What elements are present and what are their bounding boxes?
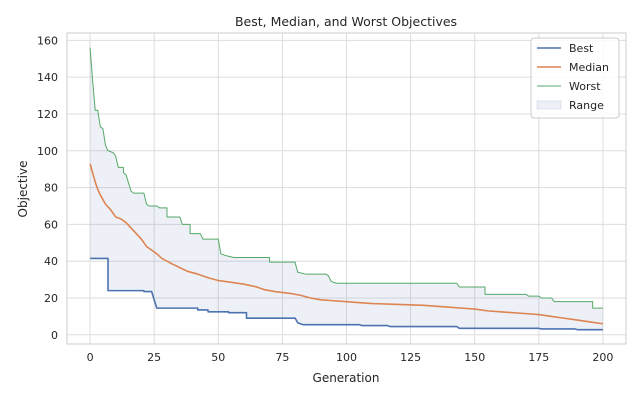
x-tick-labels: 0 25 50 75 100 125 150 175 200 <box>87 351 614 364</box>
x-tick-label: 125 <box>400 351 421 364</box>
legend-label-best: Best <box>569 42 594 55</box>
x-axis-label: Generation <box>313 371 380 385</box>
y-axis-label: Objective <box>16 161 30 218</box>
y-tick-label: 160 <box>37 34 58 47</box>
y-tick-label: 100 <box>37 145 58 158</box>
grid <box>67 33 626 344</box>
series-line-best <box>90 257 603 331</box>
x-tick-label: 75 <box>275 351 289 364</box>
y-tick-label: 80 <box>44 182 58 195</box>
y-tick-label: 60 <box>44 218 58 231</box>
x-tick-label: 100 <box>336 351 357 364</box>
plot-area <box>89 47 604 331</box>
y-tick-label: 140 <box>37 71 58 84</box>
x-tick-label: 200 <box>592 351 613 364</box>
legend: Best Median Worst Range <box>530 37 620 119</box>
x-tick-label: 175 <box>528 351 549 364</box>
series-line-worst <box>89 47 603 309</box>
legend-box <box>530 37 620 119</box>
y-tick-label: 120 <box>37 108 58 121</box>
legend-label-range: Range <box>569 99 604 112</box>
x-tick-label: 25 <box>147 351 161 364</box>
x-tick-label: 150 <box>464 351 485 364</box>
x-tick-label: 0 <box>87 351 94 364</box>
y-tick-label: 20 <box>44 292 58 305</box>
plot-frame <box>66 32 627 345</box>
range-band <box>90 47 603 330</box>
legend-label-median: Median <box>569 61 609 74</box>
legend-swatch-range <box>536 100 562 110</box>
series-line-median <box>89 163 604 325</box>
chart-title: Best, Median, and Worst Objectives <box>235 14 457 29</box>
legend-label-worst: Worst <box>569 80 601 93</box>
y-tick-labels: 0 20 40 60 80 100 120 140 160 <box>37 34 58 341</box>
x-tick-label: 50 <box>211 351 225 364</box>
y-tick-label: 0 <box>51 329 58 342</box>
y-tick-label: 40 <box>44 255 58 268</box>
